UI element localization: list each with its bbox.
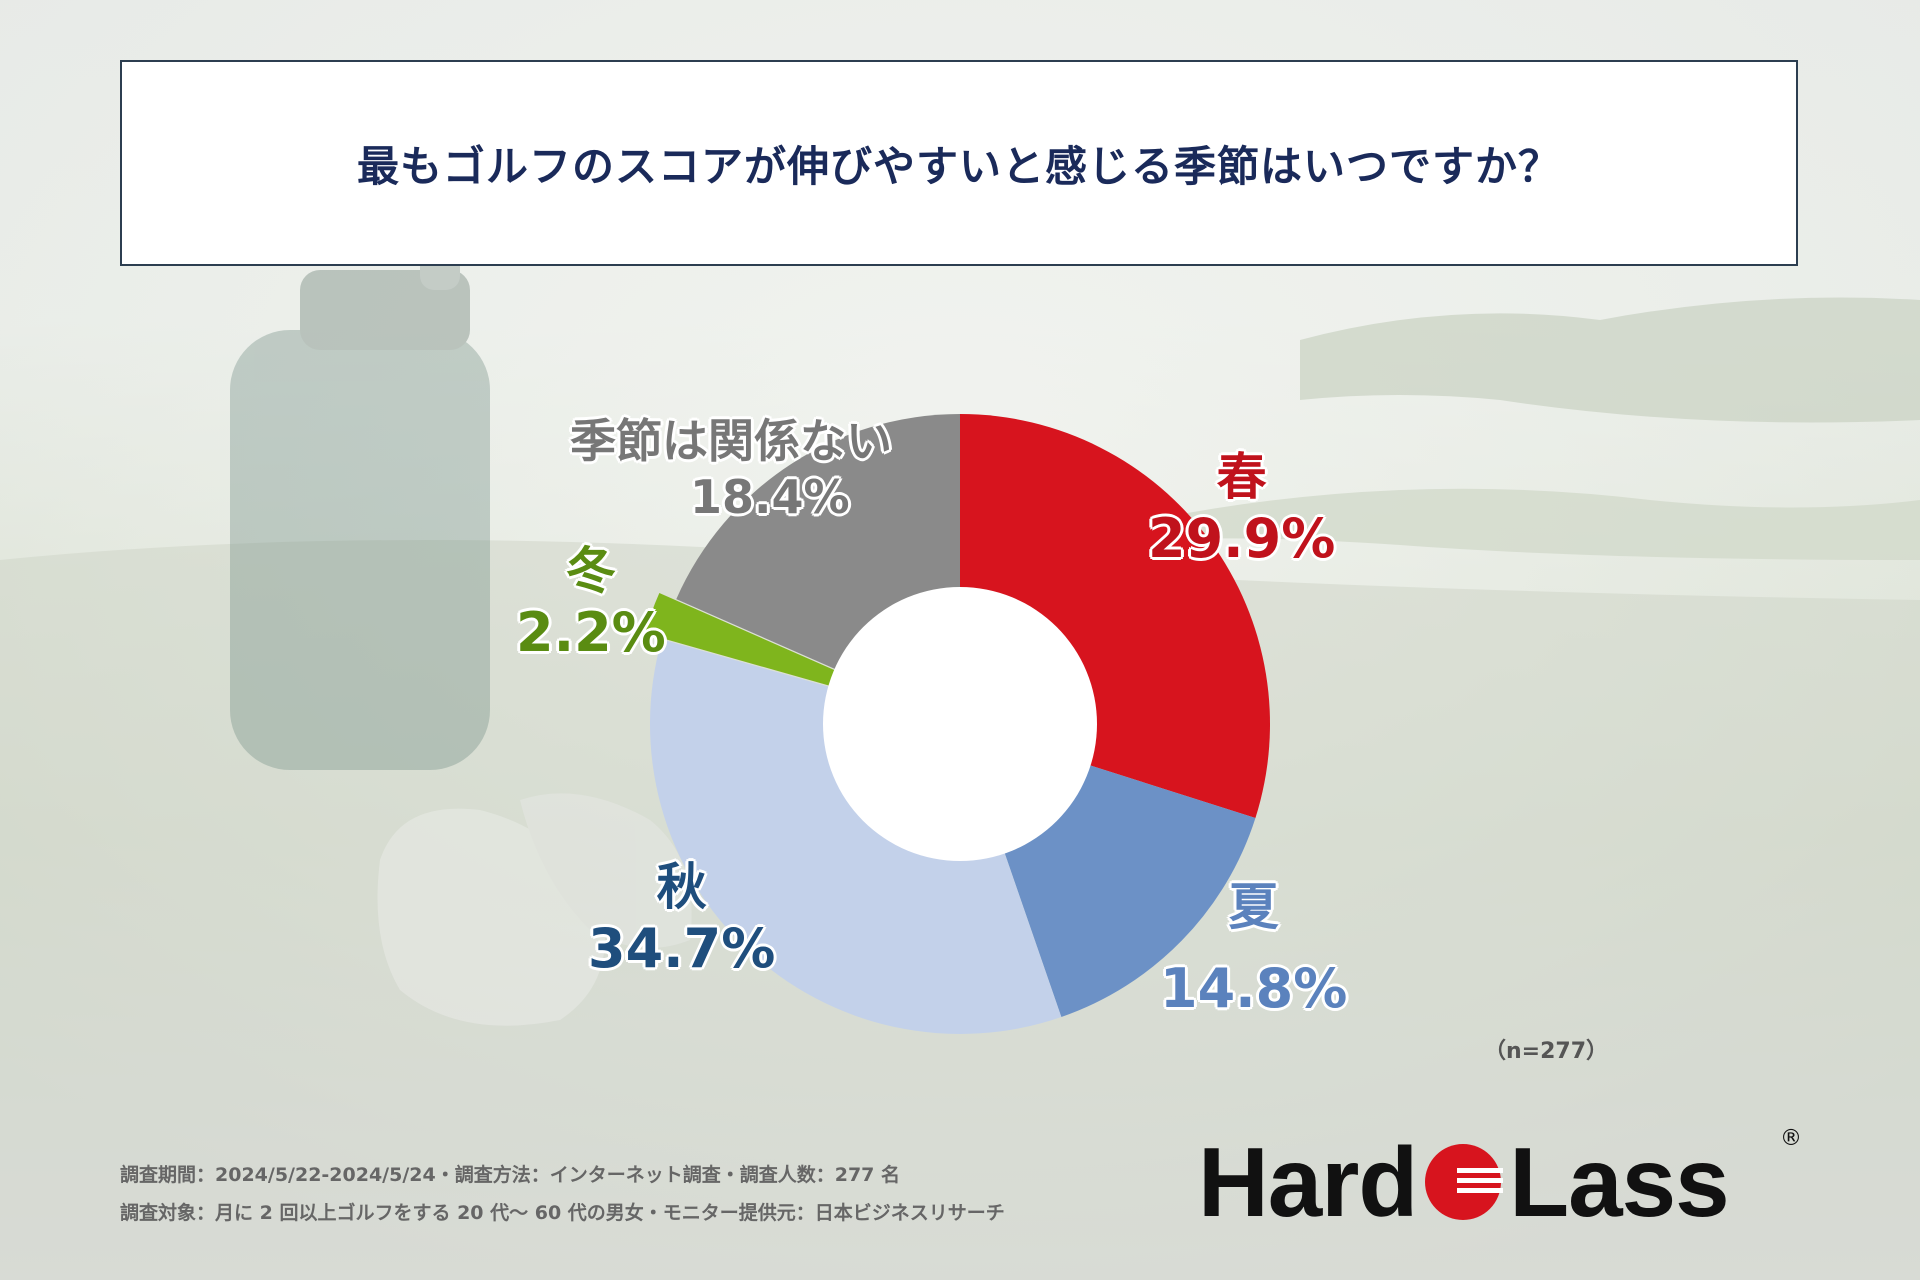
logo-text-hard: Hard [1198, 1127, 1418, 1237]
label-no-season-value: 18.4% [690, 470, 850, 524]
label-no-season-name: 季節は関係ない [570, 414, 892, 468]
label-spring-value: 29.9% [1148, 507, 1336, 570]
survey-target-note: 調査対象：月に 2 回以上ゴルフをする 20 代〜 60 代の男女・モニター提供… [120, 1202, 1005, 1224]
label-winter: 冬 2.2% [516, 546, 666, 660]
chart-title: 最もゴルフのスコアが伸びやすいと感じる季節はいつですか？ [356, 141, 1561, 191]
label-autumn: 秋 34.7% [588, 862, 775, 976]
label-summer-value: 14.8% [1160, 957, 1348, 1020]
label-spring-name: 春 [1216, 448, 1267, 506]
sample-size-note: （n=277） [1484, 1039, 1609, 1064]
label-spring: 春 29.9% [1148, 452, 1335, 566]
registered-mark: ® [1780, 1126, 1802, 1151]
label-autumn-name: 秋 [656, 858, 707, 916]
hardlass-logo: Hard Lass ® [1198, 1126, 1802, 1237]
label-autumn-value: 34.7% [588, 917, 776, 980]
logo-circle-mark-icon [1425, 1144, 1504, 1220]
label-no-season: 季節は関係ない 18.4% [570, 418, 892, 520]
label-winter-value: 2.2% [516, 601, 666, 664]
title-box: 最もゴルフのスコアが伸びやすいと感じる季節はいつですか？ [120, 60, 1798, 266]
label-summer-name: 夏 [1228, 878, 1279, 936]
logo-text-lass: Lass [1509, 1127, 1729, 1237]
label-summer: 夏 14.8% [1160, 882, 1347, 1016]
golf-shoe-silhouette [377, 793, 692, 1026]
label-winter-name: 冬 [565, 542, 616, 600]
survey-period-note: 調査期間：2024/5/22-2024/5/24・調査方法：インターネット調査・… [120, 1164, 901, 1186]
donut-hole [823, 587, 1097, 861]
